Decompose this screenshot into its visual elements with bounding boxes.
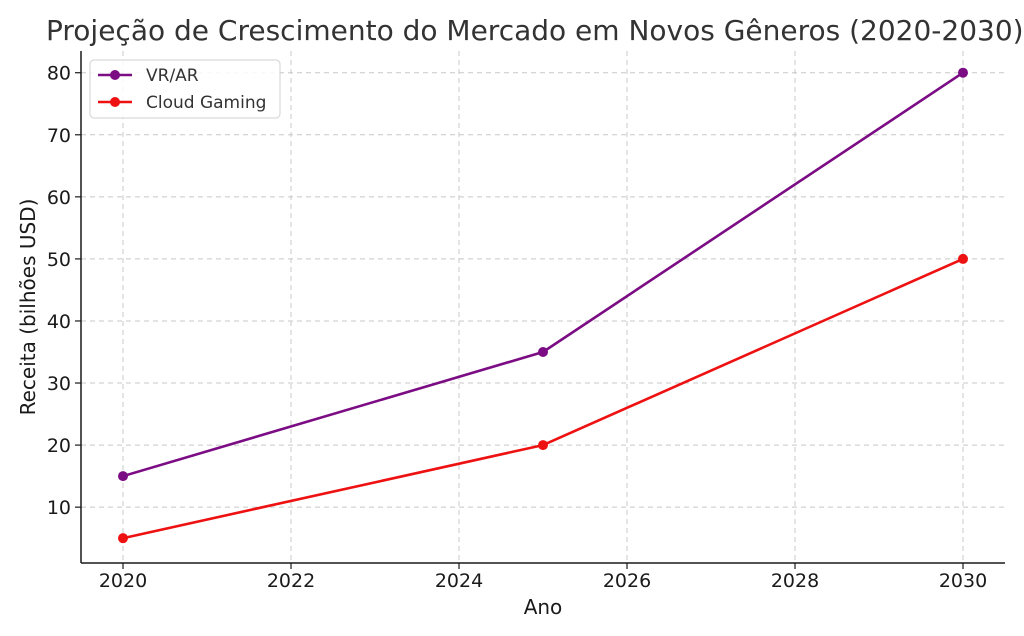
legend-label-vr-ar: VR/AR [146, 66, 199, 86]
y-tick-label: 40 [47, 311, 71, 333]
data-point-cloud-gaming [538, 440, 548, 451]
y-tick-label: 50 [47, 249, 71, 271]
x-tick-label: 2020 [99, 570, 147, 592]
legend: VR/AR Cloud Gaming [89, 59, 281, 119]
y-tick-label: 70 [47, 125, 71, 147]
data-point-cloud-gaming [118, 533, 128, 544]
legend-marker-cloud-gaming [110, 97, 120, 107]
y-tick-label: 10 [47, 497, 71, 519]
x-tick-label: 2024 [435, 570, 483, 592]
x-tick-label: 2030 [939, 570, 987, 592]
data-point-cloud-gaming [958, 253, 968, 264]
grid [81, 51, 1005, 563]
data-point-vr-ar [118, 471, 128, 482]
series-line-vr-ar [122, 71, 964, 478]
y-tick-label: 30 [47, 373, 71, 395]
y-axis-label: Receita (bilhões USD) [16, 199, 40, 416]
chart-title: Projeção de Crescimento do Mercado em No… [46, 14, 1024, 47]
y-tick-label: 20 [47, 435, 71, 457]
series-line-cloud-gaming [122, 257, 964, 540]
x-tick-label: 2028 [771, 570, 819, 592]
y-tick-label: 60 [47, 187, 71, 209]
y-tick-label: 80 [47, 63, 71, 85]
data-point-vr-ar [538, 346, 548, 357]
x-tick-label: 2022 [267, 570, 315, 592]
series-layer [118, 67, 968, 544]
legend-box [89, 59, 281, 119]
data-point-vr-ar [958, 67, 968, 78]
x-axis-label: Ano [524, 595, 563, 619]
legend-marker-vr-ar [110, 70, 120, 80]
x-tick-label: 2026 [603, 570, 651, 592]
legend-label-cloud-gaming: Cloud Gaming [146, 93, 266, 113]
